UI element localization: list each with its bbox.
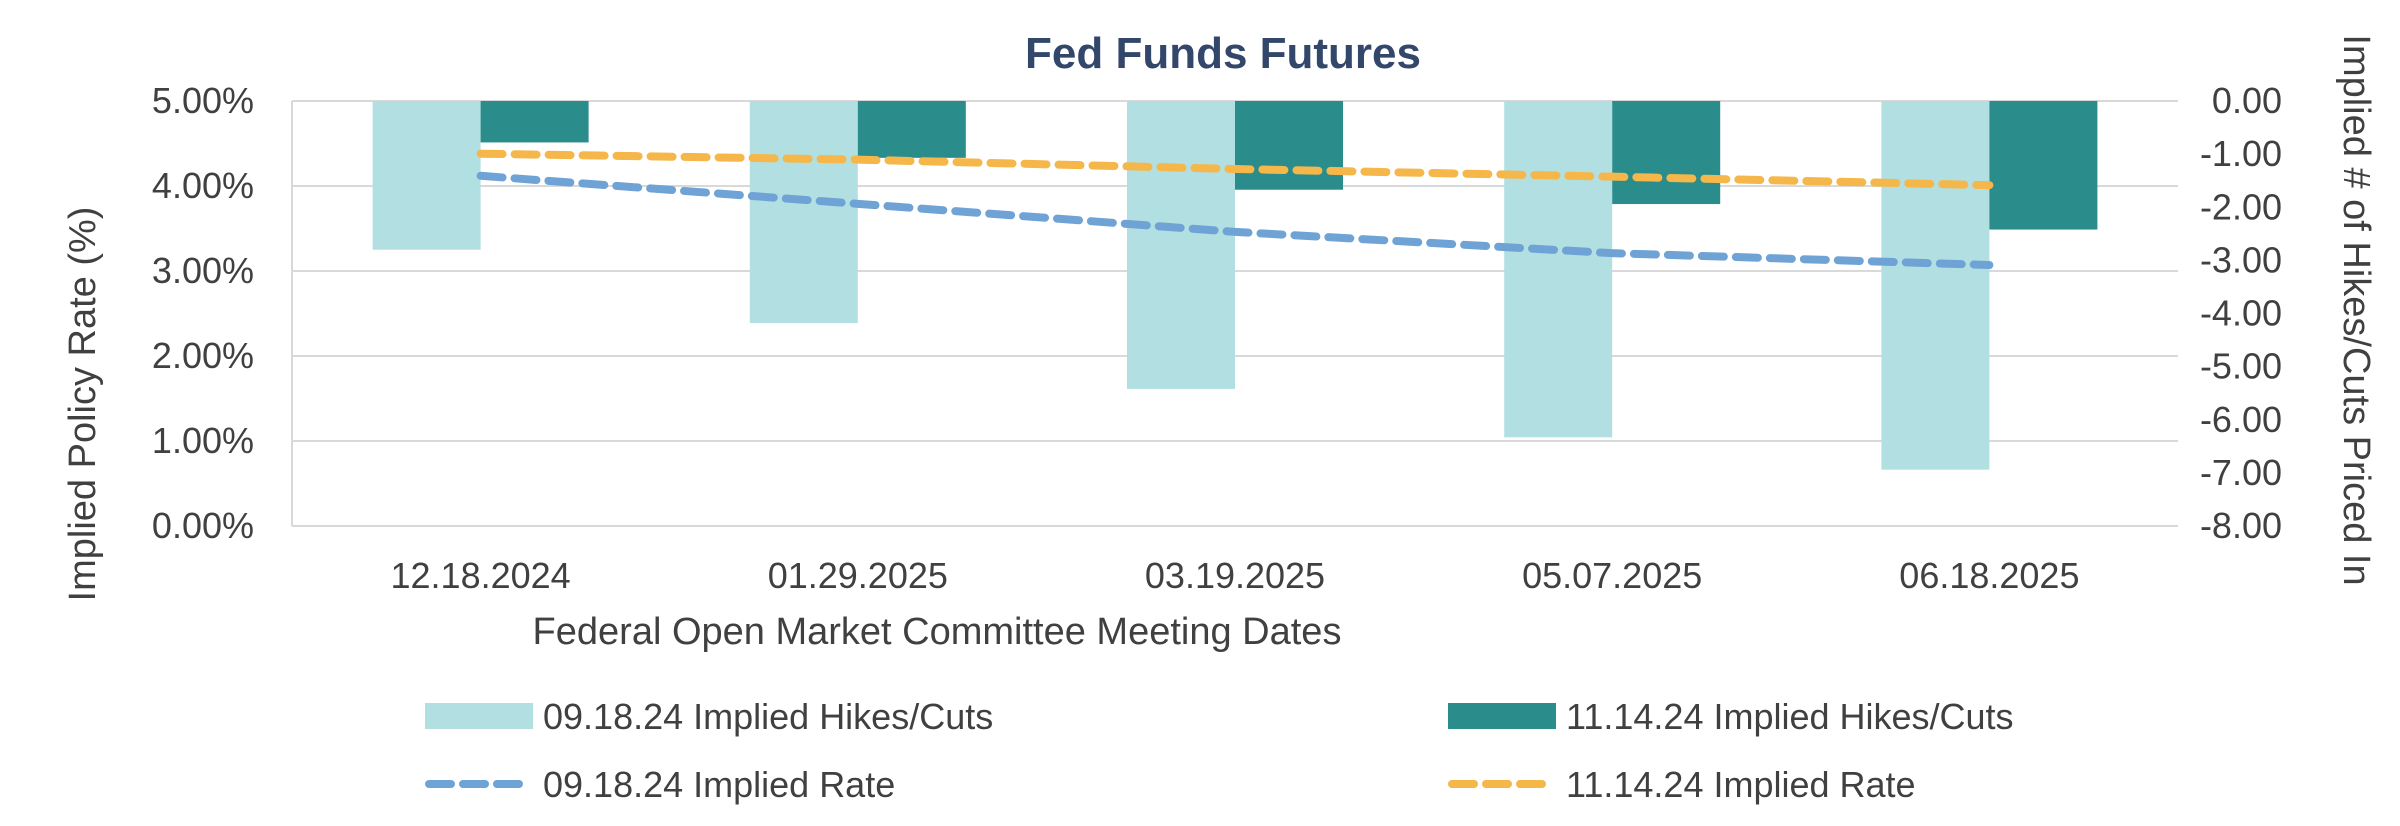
right-axis-ticks: -8.00 -7.00 -6.00 -5.00 -4.00 -3.00 -2.00 -1.00… <box>2200 80 2282 546</box>
right-tick-label: -2.00 <box>2200 186 2282 227</box>
series-point <box>857 203 859 205</box>
series-point <box>1988 264 1990 266</box>
series-point <box>1234 168 1236 170</box>
chart-title: Fed Funds Futures <box>1025 29 1421 78</box>
right-tick-label: -6.00 <box>2200 399 2282 440</box>
right-tick-label: -7.00 <box>2200 452 2282 493</box>
bars <box>372 101 2098 470</box>
right-tick-label: 0.00 <box>2212 80 2282 121</box>
left-axis-ticks: 0.00% 1.00% 2.00% 3.00% 4.00% 5.00% <box>152 80 254 546</box>
bar <box>1235 101 1343 190</box>
y2-axis-label: Implied # of Hikes/Cuts Priced In <box>2335 34 2377 585</box>
legend-label: 09.18.24 Implied Hikes/Cuts <box>543 696 993 737</box>
x-tick-label: 06.18.2025 <box>1899 555 2079 596</box>
legend-label: 11.14.24 Implied Rate <box>1566 764 1916 805</box>
series-point <box>480 153 482 155</box>
series-point <box>1234 231 1236 233</box>
bar <box>749 101 858 324</box>
series-point <box>1611 252 1613 254</box>
legend-swatch <box>1448 703 1556 729</box>
right-tick-label: -1.00 <box>2200 133 2282 174</box>
left-tick-label: 1.00% <box>152 420 254 461</box>
x-axis-ticks: 12.18.2024 01.29.2025 03.19.2025 05.07.2025… <box>391 555 2080 596</box>
legend: 09.18.24 Implied Hikes/Cuts 11.14.24 Impl… <box>425 696 2014 805</box>
right-tick-label: -8.00 <box>2200 505 2282 546</box>
x-tick-label: 03.19.2025 <box>1145 555 1325 596</box>
bar <box>1881 101 1990 470</box>
bar <box>857 101 966 158</box>
left-tick-label: 0.00% <box>152 505 254 546</box>
left-tick-label: 5.00% <box>152 80 254 121</box>
y-axis-label: Implied Policy Rate (%) <box>62 207 104 602</box>
bar <box>1612 101 1721 205</box>
x-tick-label: 01.29.2025 <box>768 555 948 596</box>
bar <box>1989 101 2098 230</box>
left-tick-label: 3.00% <box>152 250 254 291</box>
x-tick-label: 05.07.2025 <box>1522 555 1702 596</box>
series-point <box>1988 184 1990 186</box>
x-tick-label: 12.18.2024 <box>391 555 571 596</box>
bar <box>480 101 589 143</box>
legend-swatch <box>425 703 533 729</box>
lines <box>476 149 1994 270</box>
series-point <box>1611 176 1613 178</box>
left-tick-label: 4.00% <box>152 165 254 206</box>
legend-label: 09.18.24 Implied Rate <box>543 764 895 805</box>
right-tick-label: -5.00 <box>2200 346 2282 387</box>
series-point <box>480 175 482 177</box>
left-tick-label: 2.00% <box>152 335 254 376</box>
bar <box>372 101 481 250</box>
bar <box>1127 101 1235 389</box>
x-axis-label: Federal Open Market Committee Meeting Da… <box>533 611 1342 653</box>
bar <box>1504 101 1613 438</box>
legend-label: 11.14.24 Implied Hikes/Cuts <box>1566 696 2014 737</box>
right-tick-label: -3.00 <box>2200 239 2282 280</box>
right-tick-label: -4.00 <box>2200 293 2282 334</box>
series-point <box>857 159 859 161</box>
